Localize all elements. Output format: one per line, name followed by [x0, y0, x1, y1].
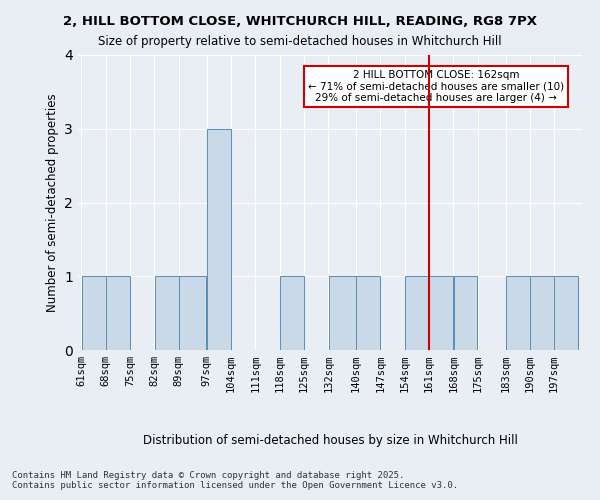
- Bar: [155, 276, 179, 350]
- Bar: [329, 276, 356, 350]
- Bar: [280, 276, 304, 350]
- Text: 2 HILL BOTTOM CLOSE: 162sqm
← 71% of semi-detached houses are smaller (10)
29% o: 2 HILL BOTTOM CLOSE: 162sqm ← 71% of sem…: [308, 70, 564, 103]
- Bar: [506, 276, 530, 350]
- Text: 2, HILL BOTTOM CLOSE, WHITCHURCH HILL, READING, RG8 7PX: 2, HILL BOTTOM CLOSE, WHITCHURCH HILL, R…: [63, 15, 537, 28]
- Bar: [82, 276, 106, 350]
- Bar: [179, 276, 206, 350]
- Bar: [106, 276, 130, 350]
- Bar: [207, 128, 230, 350]
- Bar: [356, 276, 380, 350]
- Bar: [454, 276, 478, 350]
- Text: Contains HM Land Registry data © Crown copyright and database right 2025.
Contai: Contains HM Land Registry data © Crown c…: [12, 470, 458, 490]
- Bar: [554, 276, 578, 350]
- Bar: [405, 276, 429, 350]
- Text: Size of property relative to semi-detached houses in Whitchurch Hill: Size of property relative to semi-detach…: [98, 35, 502, 48]
- Bar: [430, 276, 453, 350]
- Bar: [530, 276, 554, 350]
- Y-axis label: Number of semi-detached properties: Number of semi-detached properties: [46, 93, 59, 312]
- X-axis label: Distribution of semi-detached houses by size in Whitchurch Hill: Distribution of semi-detached houses by …: [143, 434, 517, 447]
